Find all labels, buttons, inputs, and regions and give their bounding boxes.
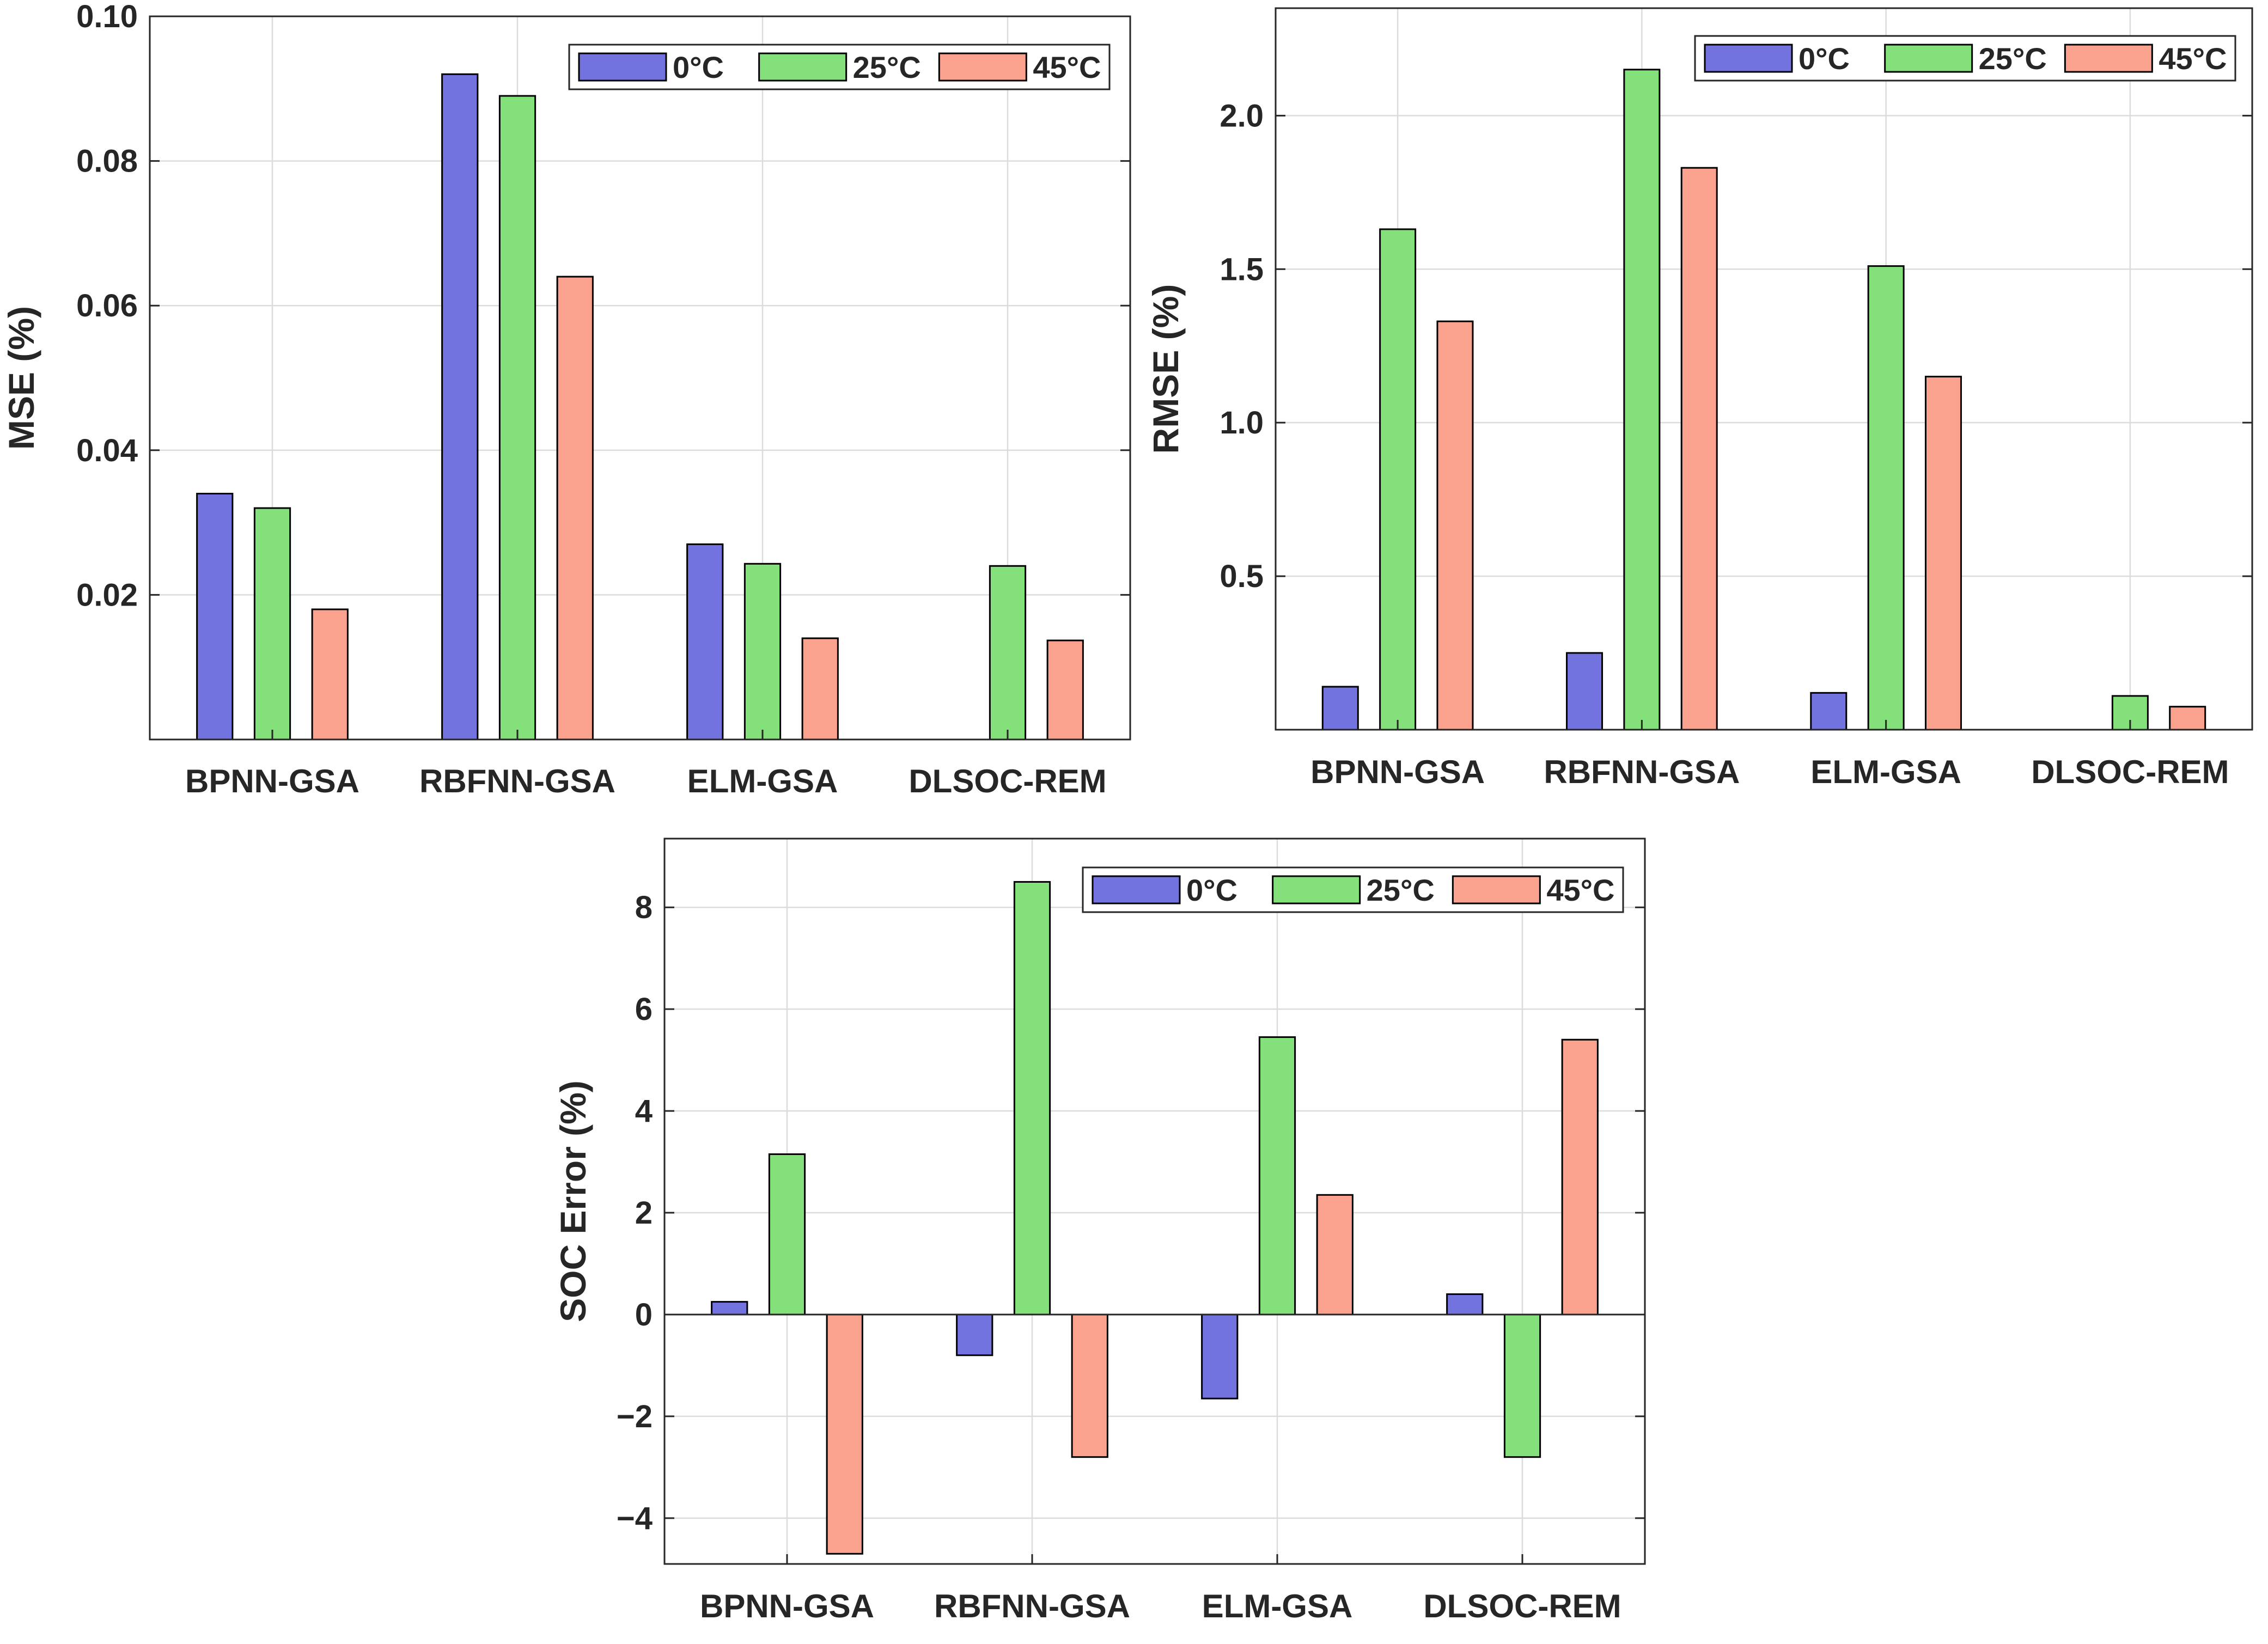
y-tick-label: −2 — [617, 1399, 653, 1434]
bar-25c-bpnn-gsa — [1379, 228, 1417, 731]
bar-25c-dlsoc-rem — [989, 565, 1027, 741]
bar-45c-dlsoc-rem — [1046, 639, 1084, 741]
y-tick-label: 4 — [635, 1093, 653, 1129]
y-tick-label: 0.5 — [1220, 559, 1264, 594]
bar-0c-elm-gsa — [1810, 692, 1848, 731]
bar-0c-elm-gsa — [686, 543, 724, 741]
y-tick-label: 0.06 — [76, 288, 138, 323]
legend-swatch-45c — [1452, 875, 1541, 904]
bar-45c-rbfnn-gsa — [556, 276, 594, 741]
legend-swatch-25c — [1884, 44, 1973, 73]
legend-label-25c: 25°C — [1979, 41, 2047, 76]
legend-label-45c: 45°C — [2159, 41, 2227, 76]
x-category-label-dlsoc-rem: DLSOC-REM — [909, 763, 1106, 799]
legend-swatch-25c — [1272, 875, 1361, 904]
legend-swatch-0c — [1092, 875, 1181, 904]
y-tick-label: 8 — [635, 890, 653, 925]
axes-frame — [149, 15, 1131, 741]
x-category-label-elm-gsa: ELM-GSA — [1810, 754, 1961, 790]
bar-25c-bpnn-gsa — [253, 507, 291, 741]
legend-label-0c: 0°C — [1186, 873, 1237, 907]
rmse-chart-panel: 0.5 1.0 1.5 2.0 BPNN-GSA RBFNN-GSA ELM-GSA DLSO… — [1145, 7, 2253, 790]
bar-25c-elm-gsa — [743, 563, 782, 741]
bar-25c-elm-gsa — [1867, 265, 1905, 731]
x-category-label-elm-gsa: ELM-GSA — [1202, 1588, 1353, 1624]
x-category-label-dlsoc-rem: DLSOC-REM — [2031, 754, 2229, 790]
x-category-label-rbfnn-gsa: RBFNN-GSA — [934, 1588, 1130, 1624]
y-tick-label: 1.5 — [1220, 252, 1264, 287]
legend: 0°C 25°C 45°C — [568, 44, 1111, 90]
legend-swatch-0c — [578, 52, 667, 82]
bar-0c-rbfnn-gsa — [441, 73, 479, 741]
x-category-label-bpnn-gsa: BPNN-GSA — [185, 763, 359, 799]
bar-45c-rbfnn-gsa — [1071, 1313, 1108, 1458]
x-category-label-dlsoc-rem: DLSOC-REM — [1423, 1588, 1621, 1624]
bar-25c-rbfnn-gsa — [1623, 69, 1661, 731]
legend-label-0c: 0°C — [673, 50, 724, 84]
legend-swatch-45c — [2064, 44, 2153, 73]
bar-45c-bpnn-gsa — [1436, 320, 1474, 731]
axes-frame — [663, 838, 1646, 1565]
bar-0c-rbfnn-gsa — [1566, 652, 1604, 731]
y-axis-title: SOC Error (%) — [553, 1080, 593, 1322]
y-tick-label: 0.02 — [76, 577, 138, 613]
bar-45c-elm-gsa — [1316, 1194, 1354, 1316]
bar-25c-bpnn-gsa — [768, 1153, 806, 1316]
bar-0c-rbfnn-gsa — [956, 1313, 993, 1356]
legend-label-45c: 45°C — [1033, 50, 1101, 84]
y-tick-label: 0.10 — [76, 0, 138, 34]
legend-swatch-0c — [1704, 44, 1793, 73]
y-tick-label: 2.0 — [1220, 98, 1264, 133]
bar-25c-elm-gsa — [1258, 1036, 1296, 1316]
bar-45c-dlsoc-rem — [1561, 1038, 1599, 1316]
y-tick-label: 0.08 — [76, 144, 138, 179]
legend-swatch-45c — [938, 52, 1027, 82]
bar-45c-bpnn-gsa — [311, 608, 349, 741]
y-axis-title: RMSE (%) — [1145, 284, 1186, 454]
y-tick-label: 0.04 — [76, 433, 138, 468]
y-tick-label: 0 — [635, 1297, 653, 1333]
bar-45c-rbfnn-gsa — [1680, 167, 1718, 731]
legend: 0°C 25°C 45°C — [1694, 35, 2236, 82]
legend: 0°C 25°C 45°C — [1082, 866, 1624, 913]
soc-error-chart-panel: −4 −2 0 2 4 6 8 BPNN-GSA RBFNN-GSA ELM-GSA DLSOC-R… — [553, 838, 1646, 1624]
legend-label-25c: 25°C — [853, 50, 921, 84]
bar-25c-rbfnn-gsa — [498, 95, 536, 741]
axes-frame — [1275, 7, 2253, 731]
bar-0c-elm-gsa — [1201, 1313, 1239, 1399]
y-tick-label: 1.0 — [1220, 405, 1264, 441]
x-category-label-bpnn-gsa: BPNN-GSA — [700, 1588, 874, 1624]
bar-25c-rbfnn-gsa — [1013, 881, 1051, 1316]
legend-swatch-25c — [758, 52, 848, 82]
bar-25c-dlsoc-rem — [1503, 1313, 1541, 1458]
legend-label-25c: 25°C — [1367, 873, 1435, 907]
bar-45c-elm-gsa — [801, 637, 839, 741]
y-tick-label: 6 — [635, 992, 653, 1027]
mse-chart-panel: 0.02 0.04 0.06 0.08 0.10 BPNN-GSA RBFNN-GSA ELM… — [1, 0, 1131, 799]
x-category-label-elm-gsa: ELM-GSA — [687, 763, 838, 799]
legend-label-45c: 45°C — [1546, 873, 1614, 907]
y-tick-label: 2 — [635, 1195, 653, 1231]
x-category-label-rbfnn-gsa: RBFNN-GSA — [419, 763, 615, 799]
x-category-label-rbfnn-gsa: RBFNN-GSA — [1544, 754, 1740, 790]
y-tick-label: −4 — [617, 1501, 653, 1536]
bar-45c-elm-gsa — [1924, 376, 1962, 731]
bar-0c-dlsoc-rem — [1446, 1293, 1484, 1316]
bar-0c-bpnn-gsa — [711, 1301, 748, 1316]
bar-45c-dlsoc-rem — [2169, 706, 2206, 731]
legend-label-0c: 0°C — [1798, 41, 1850, 76]
y-axis-title: MSE (%) — [1, 306, 41, 450]
x-category-label-bpnn-gsa: BPNN-GSA — [1310, 754, 1485, 790]
bar-45c-bpnn-gsa — [826, 1313, 863, 1555]
bar-0c-bpnn-gsa — [1321, 686, 1359, 731]
bar-0c-bpnn-gsa — [196, 492, 234, 741]
